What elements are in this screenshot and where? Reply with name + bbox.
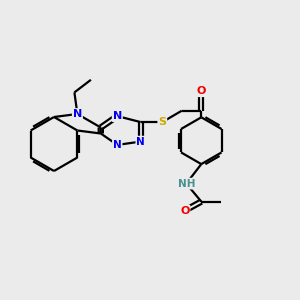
Text: O: O xyxy=(180,206,190,216)
Text: NH: NH xyxy=(178,178,195,189)
Text: N: N xyxy=(113,140,122,150)
Text: N: N xyxy=(73,109,82,119)
Text: N: N xyxy=(136,136,145,147)
Text: O: O xyxy=(196,86,206,96)
Text: S: S xyxy=(158,117,166,127)
Text: N: N xyxy=(113,111,122,121)
